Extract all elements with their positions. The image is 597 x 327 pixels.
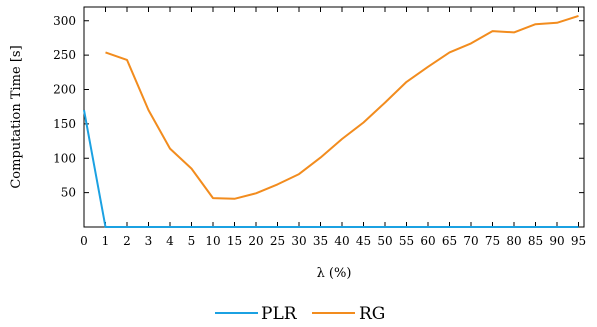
x-tick-label: 35: [313, 234, 328, 248]
x-tick-label: 5: [188, 234, 196, 248]
x-tick-label: 2: [123, 234, 131, 248]
y-tick-label: 250: [53, 48, 76, 62]
x-axis-ticks: 0 1 2 3 4 5 10 15 20 25 30 35 40 45 50 55 60 65 70 75 80 85 90…: [80, 7, 586, 248]
x-tick-label: 70: [463, 234, 478, 248]
y-tick-label: 150: [53, 117, 76, 131]
series-line-plr: [83, 109, 579, 228]
x-tick-label: 55: [399, 234, 414, 248]
x-tick-label: 85: [528, 234, 543, 248]
x-tick-label: 0: [80, 234, 88, 248]
x-tick-label: 60: [420, 234, 435, 248]
x-tick-label: 10: [205, 234, 220, 248]
x-tick-label: 15: [227, 234, 242, 248]
x-tick-label: 50: [377, 234, 392, 248]
x-tick-label: 90: [549, 234, 564, 248]
series-line-rg: [105, 14, 579, 200]
x-tick-label: 3: [145, 234, 153, 248]
x-tick-label: 80: [506, 234, 521, 248]
x-tick-label: 40: [334, 234, 349, 248]
series-layer: [83, 14, 579, 228]
x-tick-label: 65: [442, 234, 457, 248]
x-tick-label: 4: [166, 234, 174, 248]
legend-label-plr: PLR: [261, 304, 298, 324]
y-tick-label: 50: [61, 186, 76, 200]
legend: PLR RG: [215, 304, 385, 324]
y-tick-label: 100: [53, 151, 76, 165]
y-tick-label: 200: [53, 83, 76, 97]
plot-area: 0 1 2 3 4 5 10 15 20 25 30 35 40 45 50 55 60 65 70 75 80 85 90…: [53, 6, 586, 248]
y-axis-title: Computation Time [s]: [9, 45, 24, 188]
x-tick-label: 25: [270, 234, 285, 248]
x-axis-title: λ (%): [317, 266, 352, 281]
y-tick-label: 300: [53, 14, 76, 28]
x-tick-label: 20: [248, 234, 263, 248]
x-tick-label: 30: [291, 234, 306, 248]
x-tick-label: 95: [571, 234, 586, 248]
y-axis-ticks: 50 100 150 200 250 300: [53, 14, 584, 200]
legend-label-rg: RG: [359, 304, 385, 324]
x-tick-label: 45: [356, 234, 371, 248]
x-tick-label: 1: [102, 234, 110, 248]
plot-frame: [83, 6, 585, 228]
x-tick-label: 75: [485, 234, 500, 248]
